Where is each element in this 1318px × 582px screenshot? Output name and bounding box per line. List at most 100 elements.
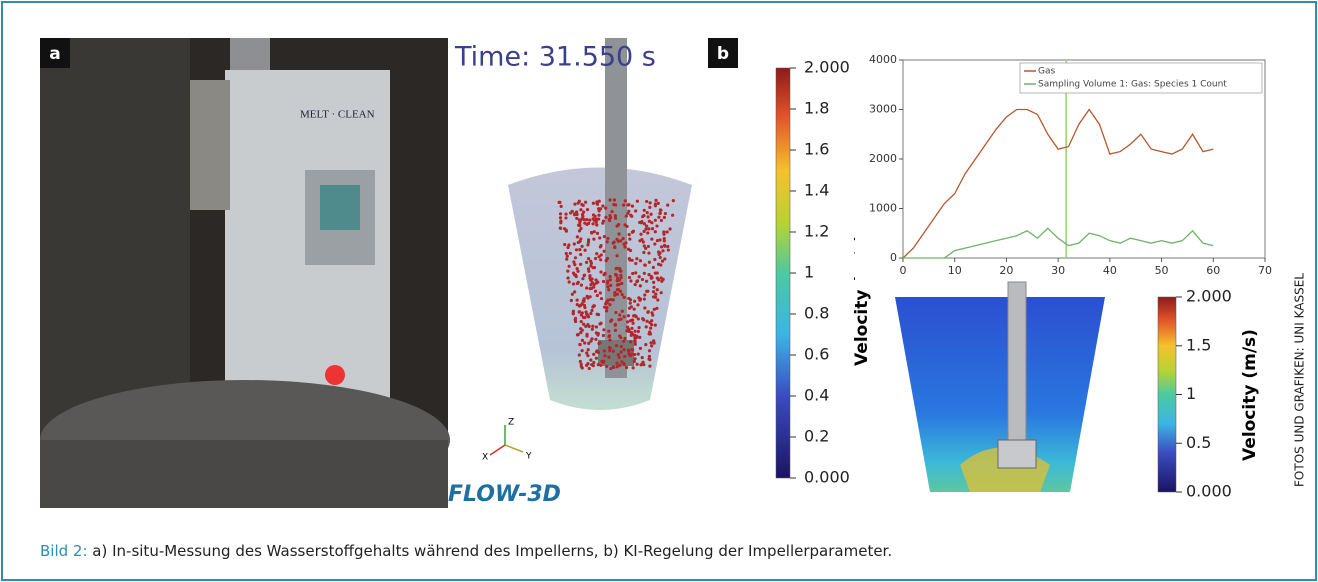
x-tick-label: 10 xyxy=(948,264,962,277)
particle xyxy=(611,349,615,353)
particle xyxy=(615,361,619,365)
particle xyxy=(596,312,601,317)
particle xyxy=(649,341,653,345)
particle xyxy=(602,249,606,253)
particle xyxy=(585,334,589,338)
particle xyxy=(615,237,619,241)
particle xyxy=(601,279,606,284)
particle xyxy=(601,204,605,208)
particle xyxy=(626,348,631,352)
particle xyxy=(651,265,655,270)
particle xyxy=(590,308,594,313)
particle xyxy=(590,280,594,285)
particle xyxy=(597,207,601,211)
particle xyxy=(577,310,581,314)
particle xyxy=(656,298,660,302)
particle xyxy=(558,212,563,216)
particle xyxy=(633,340,637,344)
particle xyxy=(618,363,622,367)
legend xyxy=(1019,62,1263,94)
legend-label: Gas xyxy=(1038,67,1055,77)
particle xyxy=(613,245,617,249)
particle xyxy=(592,285,596,289)
particle xyxy=(591,266,595,270)
particle xyxy=(668,227,672,231)
colorbar-tick-label: 1.4 xyxy=(804,181,829,200)
particle xyxy=(603,271,607,276)
particle xyxy=(575,298,579,302)
particle xyxy=(590,363,594,367)
particle xyxy=(588,218,592,222)
particle xyxy=(647,219,651,223)
particle xyxy=(613,272,618,277)
particle xyxy=(585,218,589,222)
particle xyxy=(573,316,578,320)
particle xyxy=(623,336,627,341)
particle xyxy=(569,298,573,303)
particle xyxy=(572,260,576,264)
particle xyxy=(666,248,670,252)
particle xyxy=(580,328,584,332)
particle xyxy=(593,256,598,261)
particle xyxy=(630,230,635,234)
particle xyxy=(588,276,592,280)
particle xyxy=(564,216,568,220)
particle xyxy=(602,328,606,332)
particle xyxy=(629,333,633,337)
particle xyxy=(581,315,586,319)
particle xyxy=(602,359,606,363)
particle xyxy=(595,223,599,227)
particle xyxy=(591,201,595,205)
particle xyxy=(655,224,659,228)
particle xyxy=(597,255,601,259)
particle xyxy=(599,296,604,301)
particle xyxy=(640,277,645,282)
particle xyxy=(646,244,650,249)
particle xyxy=(582,297,586,301)
particle xyxy=(595,252,599,256)
axis-y: Y xyxy=(525,452,532,462)
particle xyxy=(639,363,643,367)
particle xyxy=(627,233,631,237)
photo: MELT · CLEAN xyxy=(40,38,450,508)
particle xyxy=(586,362,590,366)
particle xyxy=(592,360,596,365)
x-tick-label: 70 xyxy=(1258,264,1272,277)
particle xyxy=(614,267,618,271)
particle xyxy=(644,342,648,347)
particle xyxy=(662,215,666,219)
colorbar-tick-label: 0.000 xyxy=(1186,482,1232,501)
particle xyxy=(623,354,627,359)
particle xyxy=(575,303,579,307)
particle xyxy=(579,208,583,212)
particle xyxy=(628,248,633,253)
particle xyxy=(582,303,586,307)
particle xyxy=(646,289,650,293)
label-box xyxy=(708,38,738,68)
particle xyxy=(666,203,670,207)
particle xyxy=(589,261,594,265)
particle xyxy=(627,275,632,280)
particle xyxy=(650,237,654,241)
particle xyxy=(586,257,591,261)
particle xyxy=(606,236,610,241)
credit: FOTOS UND GRAFIKEN: UNI KASSEL xyxy=(1293,273,1307,487)
particle xyxy=(574,319,578,324)
particle xyxy=(599,253,603,257)
particle xyxy=(579,226,583,231)
particle xyxy=(610,210,614,214)
particle xyxy=(671,199,675,203)
particle xyxy=(589,230,594,235)
particle xyxy=(655,238,660,243)
particle xyxy=(619,239,623,243)
particle xyxy=(580,244,584,248)
particle xyxy=(654,198,658,202)
particle xyxy=(637,326,641,330)
colorbar-tick-label: 0.8 xyxy=(804,304,829,323)
particle xyxy=(579,252,583,257)
particle xyxy=(642,222,647,226)
particle xyxy=(630,204,635,208)
colorbar-tick-label: 2.000 xyxy=(1186,287,1232,306)
particle xyxy=(630,326,634,330)
